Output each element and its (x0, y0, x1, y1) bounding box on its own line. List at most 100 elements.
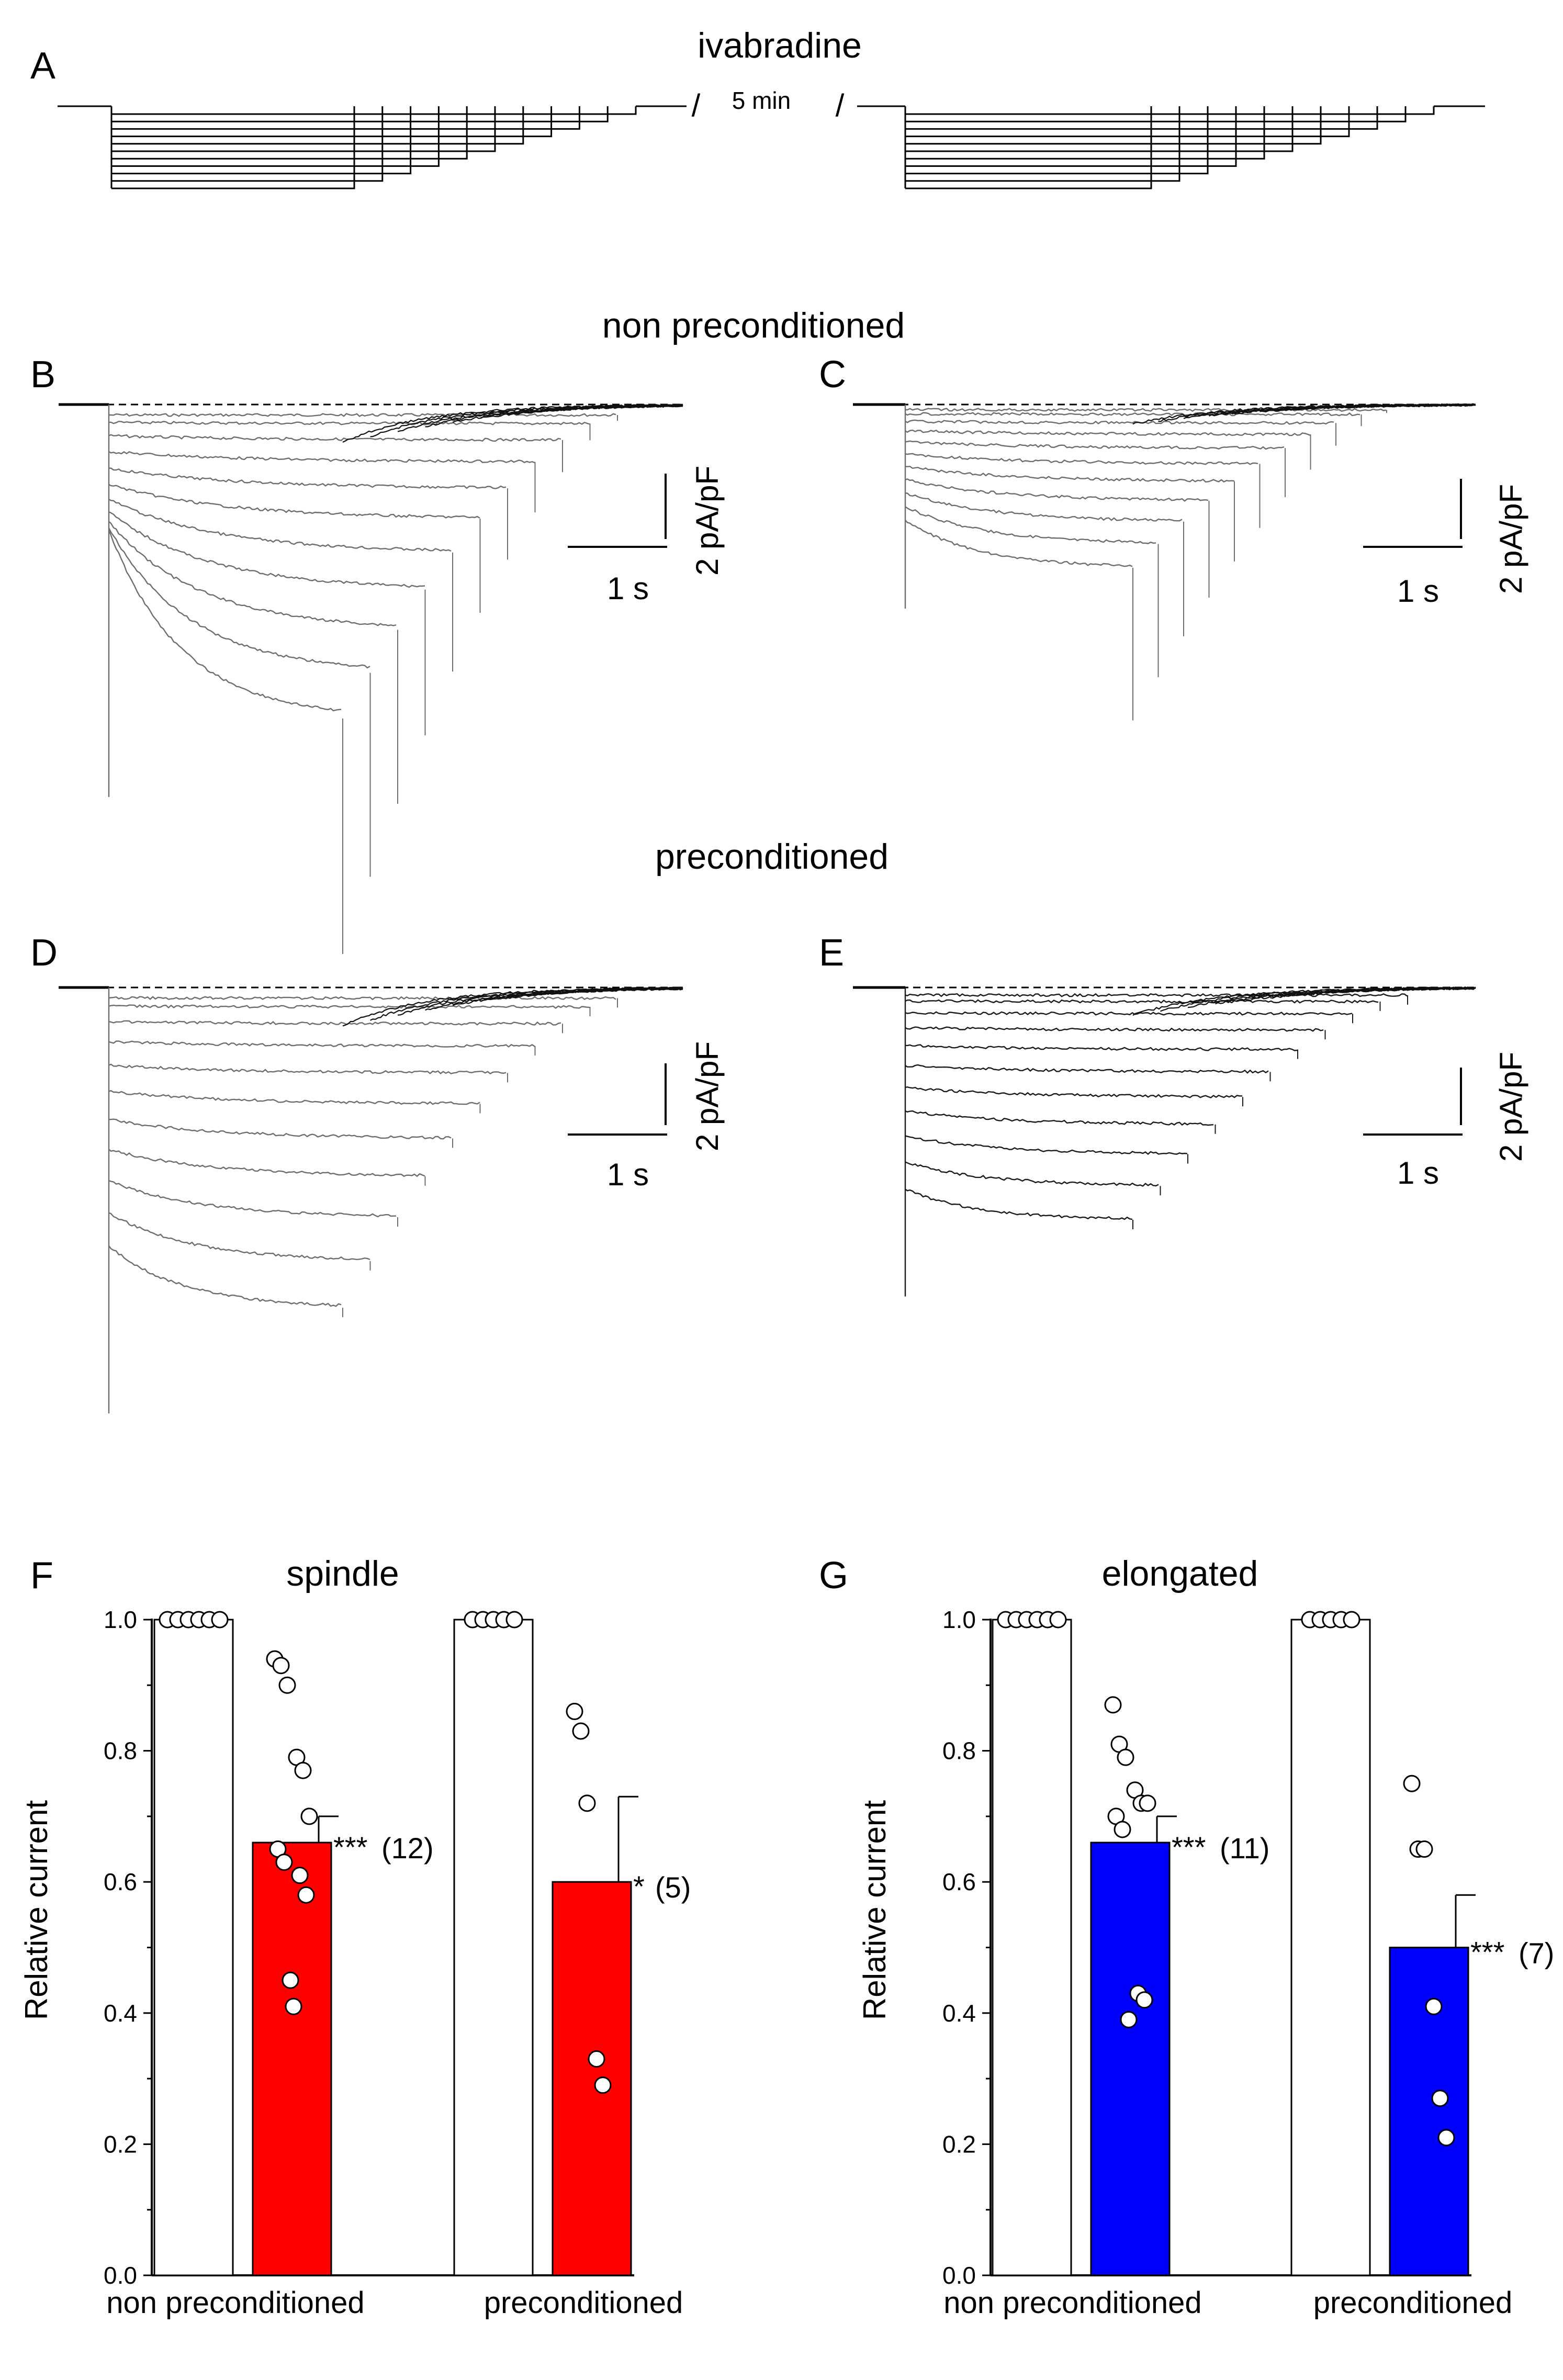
protocol-step (905, 106, 1378, 130)
protocol-step (905, 106, 1180, 182)
current-sweep (905, 1044, 1298, 1051)
current-sweep (108, 1063, 507, 1075)
panel-label-e: E (819, 932, 844, 974)
panel-label-g: G (819, 1555, 848, 1597)
current-sweep (108, 1090, 480, 1105)
data-point (1425, 1997, 1443, 2015)
current-sweep (108, 498, 452, 552)
bar-ivabradine (252, 1842, 332, 2276)
data-point (282, 1971, 299, 1989)
current-sweep (905, 1064, 1269, 1074)
group-label-g-non-preconditioned: non preconditioned (943, 2286, 1201, 2320)
protocol-step (111, 106, 468, 160)
data-point (1431, 2090, 1449, 2107)
y-axis-label-g: Relative current (857, 1800, 892, 2020)
current-sweep (108, 434, 561, 442)
voltage-protocol (58, 105, 1485, 189)
y-axis-label-f: Relative current (19, 1800, 54, 2020)
protocol-step (905, 106, 1435, 115)
tail-current (370, 987, 682, 1021)
bar-control (453, 1619, 534, 2276)
y-tick-label: 0.0 (104, 2262, 137, 2289)
current-sweep (905, 1188, 1133, 1220)
tail-current (1132, 403, 1476, 425)
current-traces-e (853, 986, 1476, 1297)
data-point (272, 1657, 290, 1675)
scale-bar-time-c: 1 s (1397, 574, 1439, 609)
bar-chart-spindle: 0.0 0.2 0.4 0.6 0.8 1.0 *** (12) * (5) (104, 1606, 691, 2289)
y-tick-label: 0.4 (104, 2000, 137, 2027)
protocol-step (905, 106, 1322, 145)
group-label-g-preconditioned: preconditioned (1313, 2286, 1513, 2320)
n-label: (7) (1519, 1937, 1554, 1970)
y-tick-label: 0.0 (942, 2262, 976, 2289)
significance-marker: *** (1172, 1831, 1206, 1863)
scale-bar-current-e: 2 pA/pF (1493, 1052, 1528, 1162)
data-point (588, 2050, 605, 2068)
tail-current (342, 986, 683, 1027)
data-point (1415, 1840, 1433, 1858)
data-point (1343, 1611, 1360, 1629)
n-label: (11) (1220, 1832, 1269, 1865)
current-sweep (108, 527, 370, 669)
data-point (572, 1722, 590, 1740)
scale-bar-time-e: 1 s (1397, 1155, 1439, 1191)
protocol-step (111, 106, 609, 122)
current-sweep (905, 492, 1183, 522)
significance-marker: * (633, 1870, 645, 1903)
data-point (278, 1676, 296, 1694)
section-title-preconditioned: preconditioned (655, 837, 889, 877)
scale-bar-e (1363, 1068, 1463, 1136)
current-sweep (905, 519, 1133, 567)
current-sweep (108, 1118, 452, 1140)
group-label-f-non-preconditioned: non preconditioned (106, 2286, 364, 2320)
current-sweep (108, 1040, 535, 1048)
data-point (1114, 1821, 1131, 1838)
data-point (505, 1611, 523, 1629)
data-point (285, 1997, 302, 2015)
panel-label-f: F (30, 1555, 53, 1597)
current-sweep (108, 1212, 370, 1261)
protocol-step (111, 106, 553, 138)
protocol-step (111, 106, 384, 182)
data-point (1403, 1775, 1421, 1792)
current-sweep (905, 1135, 1188, 1155)
protocol-step (905, 106, 1237, 167)
data-point (1120, 2011, 1138, 2028)
current-sweep (905, 993, 1408, 997)
y-tick-label: 0.2 (942, 2130, 976, 2158)
current-sweep (905, 466, 1235, 483)
data-point (297, 1886, 315, 1904)
scale-bar-b (568, 474, 667, 548)
break-mark-left: / (692, 88, 701, 123)
break-mark-right: / (836, 88, 845, 123)
current-traces-b (59, 403, 683, 954)
current-sweep (905, 1161, 1159, 1187)
current-traces-c (853, 403, 1476, 721)
scale-bar-current-c: 2 pA/pF (1493, 484, 1528, 594)
current-sweep (108, 467, 507, 489)
current-traces-d (59, 986, 683, 1413)
bar-control (992, 1619, 1072, 2276)
current-sweep (108, 530, 342, 712)
scale-bar-time-b: 1 s (607, 571, 649, 606)
current-sweep (108, 1020, 561, 1026)
current-sweep (108, 1149, 425, 1177)
protocol-step (111, 106, 355, 189)
scale-bar-current-d: 2 pA/pF (690, 1041, 725, 1151)
tail-current (342, 403, 683, 443)
protocol-step (905, 106, 1209, 175)
panel-label-d: D (30, 932, 58, 974)
bar-chart-elongated: 0.0 0.2 0.4 0.6 0.8 1.0 *** (11) *** (7) (942, 1606, 1554, 2289)
data-point (211, 1611, 229, 1629)
current-sweep (905, 1086, 1242, 1098)
bar-control (1290, 1619, 1371, 2276)
current-sweep (108, 420, 590, 425)
bar-control (153, 1619, 234, 2276)
current-sweep (905, 419, 1334, 425)
current-sweep (108, 1245, 342, 1307)
tail-current (370, 404, 682, 437)
current-sweep (905, 1110, 1214, 1126)
section-title-non-preconditioned: non preconditioned (602, 306, 905, 345)
